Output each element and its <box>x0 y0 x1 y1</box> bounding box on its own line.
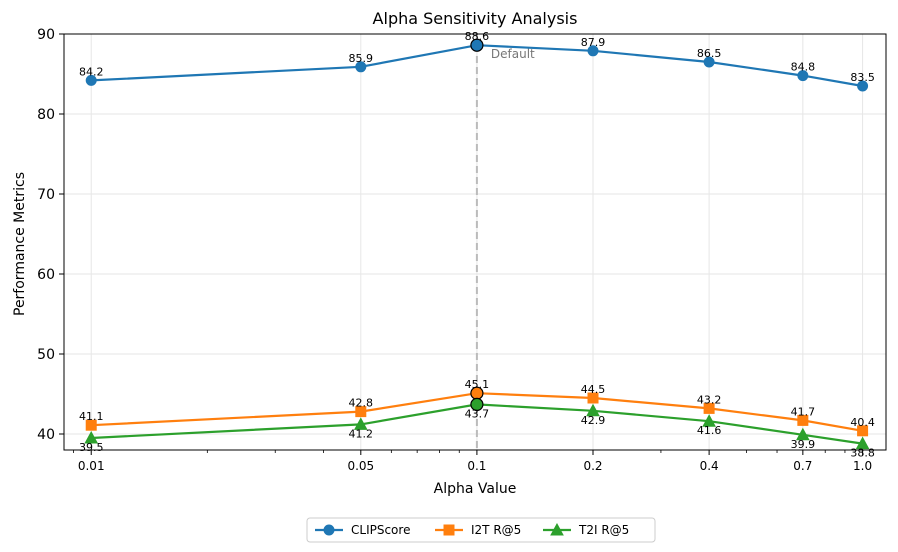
series-group <box>84 38 870 450</box>
x-tick-label: 0.1 <box>467 459 486 473</box>
data-point <box>855 436 870 450</box>
legend-marker <box>443 524 455 536</box>
data-label: 40.4 <box>850 416 875 429</box>
y-tick-label: 90 <box>37 27 55 43</box>
data-label: 42.8 <box>349 397 374 410</box>
x-axis-label: Alpha Value <box>434 481 517 497</box>
legend-item: I2T R@5 <box>435 523 521 537</box>
y-tick-label: 80 <box>37 107 55 123</box>
data-point <box>797 414 809 426</box>
series-t2i-r-5 <box>84 397 870 450</box>
data-label: 86.5 <box>697 47 722 60</box>
data-label: 87.9 <box>581 36 606 49</box>
x-tick-label: 0.2 <box>583 459 602 473</box>
data-point <box>587 45 599 57</box>
y-tick-label: 50 <box>37 347 55 363</box>
data-point <box>702 414 716 427</box>
data-label: 39.5 <box>79 441 104 454</box>
legend: CLIPScore I2T R@5 T2I R@5 <box>306 517 656 543</box>
axes-group: 40 50 60 70 80 90 0.01 0.05 0.1 0.2 0.4 0.7 1.0 <box>37 27 872 473</box>
legend-item: T2I R@5 <box>543 522 629 537</box>
data-point <box>857 80 869 92</box>
legend-frame <box>306 517 656 543</box>
data-point <box>355 61 367 73</box>
chart-title: Alpha Sensitivity Analysis <box>373 9 578 28</box>
legend-marker <box>323 524 335 536</box>
x-tick-label: 0.4 <box>700 459 719 473</box>
data-point <box>796 427 810 441</box>
data-point <box>470 38 484 52</box>
data-point <box>587 392 599 404</box>
data-point <box>586 403 600 417</box>
data-label: 39.9 <box>791 438 816 451</box>
x-tick-label: 0.7 <box>793 459 812 473</box>
data-point <box>353 417 368 430</box>
x-tick-label: 1.0 <box>853 459 872 473</box>
data-point <box>857 425 869 437</box>
legend-label: I2T R@5 <box>471 523 521 537</box>
data-label: 43.2 <box>697 393 722 406</box>
reference-line-group: Default <box>475 34 535 450</box>
series-i2t-r-5 <box>85 386 869 437</box>
data-point <box>470 397 484 411</box>
data-labels-group: 84.2 85.9 88.6 87.9 86.5 84.8 83.5 41.1 42.8 45.1… <box>79 30 875 459</box>
y-tick-label: 70 <box>37 187 55 203</box>
legend-label: CLIPScore <box>351 523 410 537</box>
data-label: 85.9 <box>349 52 374 65</box>
data-label: 84.8 <box>791 61 816 74</box>
data-label: 44.5 <box>581 383 606 396</box>
legend-label: T2I R@5 <box>578 523 629 537</box>
y-tick-label: 40 <box>37 427 55 443</box>
data-point <box>84 430 99 444</box>
data-label: 83.5 <box>850 71 875 84</box>
default-reference-label: Default <box>491 47 535 61</box>
series-clipscore <box>85 38 869 92</box>
data-label: 41.2 <box>349 427 374 440</box>
data-label: 41.7 <box>791 405 816 418</box>
y-axis-label: Performance Metrics <box>12 172 28 316</box>
legend-marker <box>550 522 564 536</box>
data-point <box>703 56 715 68</box>
x-tick-label: 0.01 <box>78 459 105 473</box>
data-label: 41.1 <box>79 410 104 423</box>
data-point <box>355 406 367 418</box>
data-point <box>703 402 715 414</box>
data-label: 43.7 <box>465 407 490 420</box>
data-label: 84.2 <box>79 65 104 78</box>
legend-item: CLIPScore <box>315 523 410 537</box>
plot-frame <box>63 33 887 451</box>
data-point <box>85 74 97 86</box>
y-tick-label: 60 <box>37 267 55 283</box>
data-label: 41.6 <box>697 424 722 437</box>
x-tick-label: 0.05 <box>347 459 374 473</box>
data-label: 88.6 <box>465 30 490 43</box>
data-label: 42.9 <box>581 414 606 427</box>
data-point <box>85 419 97 431</box>
data-label: 45.1 <box>465 378 490 391</box>
data-point <box>797 70 809 82</box>
